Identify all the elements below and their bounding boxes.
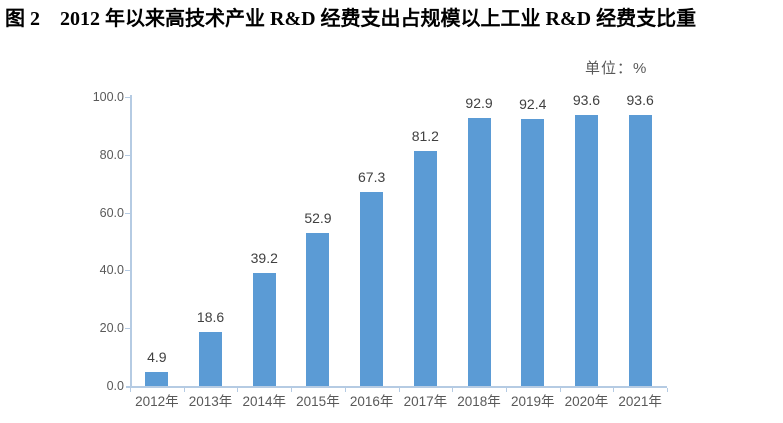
y-axis-tick-label: 100.0: [92, 90, 124, 104]
x-axis-label-2019年: 2019年: [510, 394, 555, 409]
bar-2021年: [628, 115, 652, 386]
x-axis-label-2017年: 2017年: [403, 394, 448, 409]
x-axis-tick-mark: [452, 388, 454, 392]
x-axis-tick-mark: [505, 388, 507, 392]
x-axis-tick-mark: [130, 388, 131, 392]
x-axis-tick-mark: [667, 388, 668, 392]
value-label-2018年: 92.9: [465, 94, 493, 111]
bar-2018年: [467, 117, 491, 386]
x-axis-tick-mark: [613, 388, 615, 392]
x-axis-label-2020年: 2020年: [564, 394, 609, 409]
y-axis-tick-mark: [125, 212, 131, 214]
value-label-2021年: 93.6: [626, 92, 654, 109]
value-label-2012年: 4.9: [147, 348, 167, 365]
figure-title: 图 2 2012 年以来高技术产业 R&D 经费支出占规模以上工业 R&D 经费…: [5, 8, 697, 30]
bar-2019年: [521, 118, 545, 386]
x-axis-label-2021年: 2021年: [618, 394, 662, 409]
x-axis-tick-mark: [398, 388, 400, 392]
bar-2017年: [413, 151, 437, 386]
bar-2016年: [360, 191, 384, 386]
y-axis-tick-mark: [125, 270, 131, 272]
value-label-2017年: 81.2: [411, 128, 439, 145]
y-axis-tick-label: 60.0: [99, 205, 124, 220]
unit-label: 单位：%: [585, 60, 648, 77]
bar-2020年: [574, 115, 598, 386]
x-axis-tick-mark: [183, 388, 185, 392]
x-axis-label-2013年: 2013年: [188, 394, 233, 409]
x-axis-tick-mark: [559, 388, 561, 392]
y-axis-line: [130, 95, 132, 386]
y-axis-tick-label: 80.0: [99, 147, 124, 162]
y-axis-tick-mark: [125, 154, 131, 156]
x-axis-label-2014年: 2014年: [242, 394, 286, 409]
x-axis-tick-mark: [344, 388, 346, 392]
y-axis-tick-label: 0.0: [106, 379, 124, 393]
y-axis-tick-label: 20.0: [99, 321, 124, 336]
y-axis-tick-mark: [125, 328, 131, 330]
value-label-2013年: 18.6: [196, 309, 225, 326]
y-axis-tick-label: 40.0: [99, 263, 124, 278]
x-axis-label-2016年: 2016年: [349, 394, 394, 409]
bar-2015年: [306, 233, 330, 386]
x-axis-tick-mark: [291, 388, 293, 392]
bar-2012年: [145, 371, 169, 386]
value-label-2015年: 52.9: [304, 210, 332, 227]
x-axis-tick-mark: [237, 388, 239, 392]
value-label-2014年: 39.2: [250, 249, 278, 266]
x-axis-label-2018年: 2018年: [457, 394, 501, 409]
y-axis-tick-mark: [125, 97, 131, 98]
x-axis-label-2012年: 2012年: [135, 394, 179, 409]
x-axis-label-2015年: 2015年: [296, 394, 340, 409]
x-axis-line: [126, 386, 667, 388]
bar-2013年: [199, 332, 223, 386]
value-label-2020年: 93.6: [572, 92, 601, 109]
bar-2014年: [252, 272, 276, 386]
value-label-2016年: 67.3: [358, 168, 386, 185]
value-label-2019年: 92.4: [519, 95, 547, 112]
